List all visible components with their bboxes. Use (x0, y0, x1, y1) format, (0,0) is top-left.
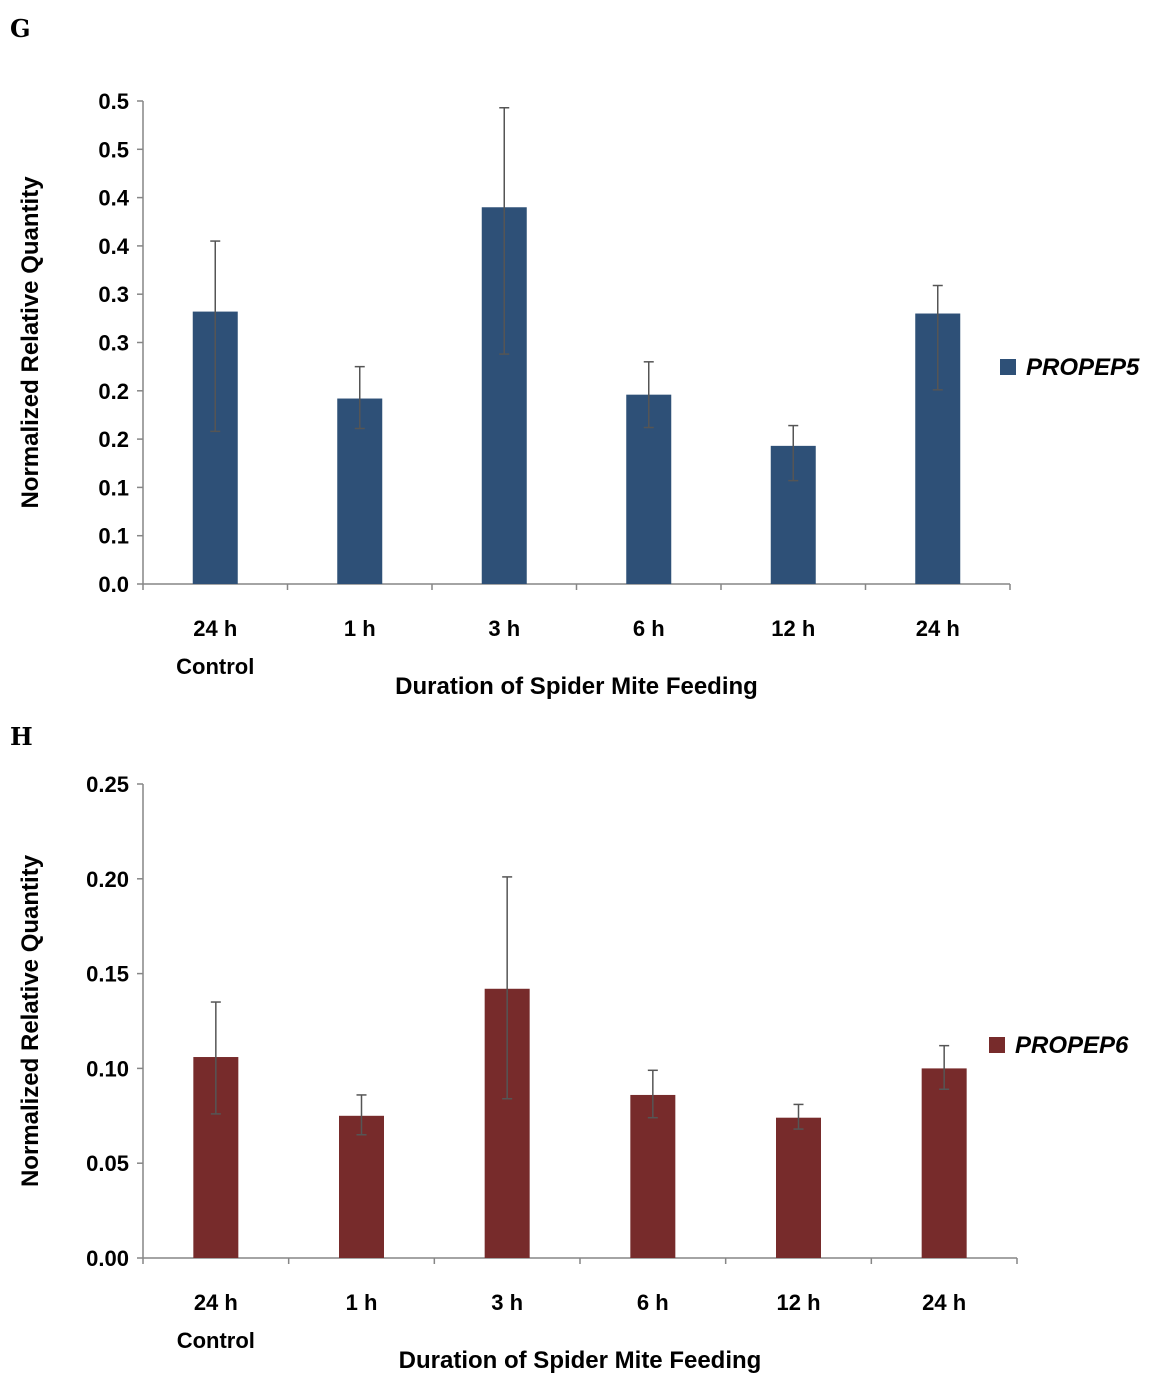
x-tick-label: 24 h (916, 616, 960, 641)
y-tick-label: 0.1 (98, 475, 129, 500)
x-tick-label: 12 h (776, 1290, 820, 1315)
y-axis-title: Normalized Relative Quantity (17, 854, 44, 1187)
y-tick-label: 0.1 (98, 524, 129, 549)
bar-5 (921, 1068, 967, 1258)
y-tick-label: 0.3 (98, 331, 129, 356)
legend-label: PROPEP6 (1015, 1032, 1129, 1059)
legend-swatch (989, 1037, 1005, 1053)
y-tick-label: 0.4 (98, 234, 129, 259)
x-tick-label: 3 h (491, 1290, 523, 1315)
y-tick-label: 0.3 (98, 282, 129, 307)
bar-1 (337, 398, 383, 584)
y-tick-label: 0.05 (86, 1151, 129, 1176)
panel-label-g: G (10, 14, 31, 43)
x-tick-label: 1 h (346, 1290, 378, 1315)
bar-1 (339, 1115, 384, 1258)
y-tick-label: 0.5 (98, 89, 129, 114)
x-tick-label: Control (177, 1328, 255, 1353)
x-axis-title: Duration of Spider Mite Feeding (395, 673, 758, 700)
y-tick-label: 0.00 (86, 1246, 129, 1271)
x-tick-label: 3 h (488, 616, 520, 641)
x-tick-label: 6 h (637, 1290, 669, 1315)
y-tick-label: 0.10 (86, 1056, 129, 1081)
y-tick-label: 0.15 (86, 962, 129, 987)
x-tick-label: 12 h (771, 616, 815, 641)
y-tick-label: 0.2 (98, 379, 129, 404)
x-axis-title: Duration of Spider Mite Feeding (399, 1347, 762, 1374)
x-tick-label: 24 h (194, 1290, 238, 1315)
y-tick-label: 0.4 (98, 186, 129, 211)
y-tick-label: 0.2 (98, 427, 129, 452)
y-axis-title: Normalized Relative Quantity (17, 176, 44, 509)
y-tick-label: 0.5 (98, 137, 129, 162)
bar-4 (776, 1117, 821, 1258)
x-tick-label: 6 h (633, 616, 665, 641)
x-tick-label: 1 h (344, 616, 376, 641)
y-tick-label: 0.0 (98, 572, 129, 597)
legend-swatch (1000, 359, 1016, 375)
panel-label-h: H (10, 722, 33, 751)
y-tick-label: 0.20 (86, 867, 129, 892)
legend-label: PROPEP5 (1026, 354, 1140, 381)
y-tick-label: 0.25 (86, 772, 129, 797)
x-tick-label: 24 h (922, 1290, 966, 1315)
bar-3 (630, 1094, 676, 1258)
x-tick-label: Control (176, 654, 254, 679)
x-tick-label: 24 h (193, 616, 237, 641)
